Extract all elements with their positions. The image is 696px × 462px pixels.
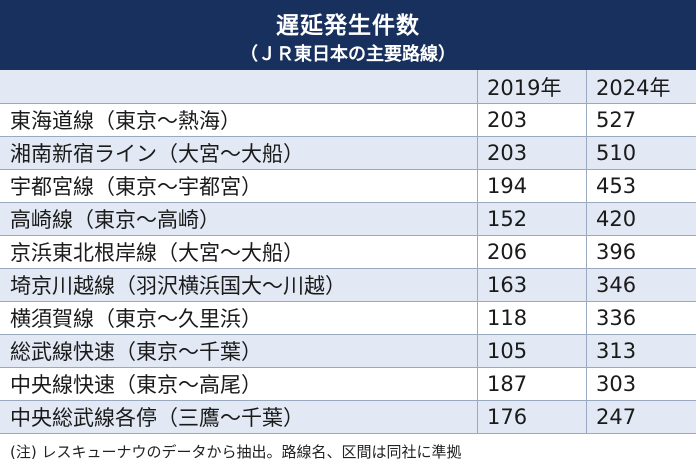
table-row: 中央総武線各停（三鷹～千葉） 176 247	[0, 401, 696, 434]
page-title: 遅延発生件数	[276, 13, 420, 39]
table-row: 横須賀線（東京～久里浜） 118 336	[0, 302, 696, 335]
table-row: 中央線快速（東京～高尾） 187 303	[0, 368, 696, 401]
value-2024: 346	[596, 273, 637, 297]
value-2024: 527	[596, 108, 637, 132]
line-name: 京浜東北根岸線（大宮～大船）	[10, 241, 304, 265]
table-row: 埼京川越線（羽沢横浜国大～川越） 163 346	[0, 269, 696, 302]
column-divider	[477, 70, 478, 434]
header-cell-name	[10, 70, 470, 103]
value-2024: 303	[596, 372, 637, 396]
delay-table: 2019年 2024年 東海道線（東京～熱海） 203 527 湘南新宿ライン（…	[0, 70, 696, 434]
value-2024: 396	[596, 240, 637, 264]
value-2019: 152	[487, 207, 528, 231]
value-2024: 420	[596, 207, 637, 231]
value-2019: 194	[487, 174, 528, 198]
table-row: 湘南新宿ライン（大宮～大船） 203 510	[0, 137, 696, 170]
value-2024: 247	[596, 405, 637, 429]
value-2019: 163	[487, 273, 528, 297]
value-2019: 176	[487, 405, 528, 429]
value-2019: 187	[487, 372, 528, 396]
page-subtitle: （ＪＲ東日本の主要路線）	[240, 44, 456, 65]
value-2019: 203	[487, 108, 528, 132]
table-row: 総武線快速（東京～千葉） 105 313	[0, 335, 696, 368]
table-row: 宇都宮線（東京～宇都宮） 194 453	[0, 170, 696, 203]
value-2019: 105	[487, 339, 528, 363]
header-cell-2024: 2024年	[596, 75, 671, 100]
line-name: 宇都宮線（東京～宇都宮）	[10, 175, 262, 199]
header-cell-2019: 2019年	[487, 75, 562, 100]
table-header-row: 2019年 2024年	[0, 70, 696, 104]
value-2024: 336	[596, 306, 637, 330]
column-divider	[586, 70, 587, 434]
line-name: 総武線快速（東京～千葉）	[10, 340, 262, 364]
line-name: 湘南新宿ライン（大宮～大船）	[10, 142, 304, 166]
line-name: 中央線快速（東京～高尾）	[10, 373, 262, 397]
table-row: 高崎線（東京～高崎） 152 420	[0, 203, 696, 236]
line-name: 東海道線（東京～熱海）	[10, 109, 241, 133]
table-row: 東海道線（東京～熱海） 203 527	[0, 104, 696, 137]
value-2019: 203	[487, 141, 528, 165]
line-name: 高崎線（東京～高崎）	[10, 208, 220, 232]
footnote: (注) レスキューナウのデータから抽出。路線名、区間は同社に準拠	[10, 443, 462, 461]
line-name: 横須賀線（東京～久里浜）	[10, 307, 262, 331]
value-2019: 118	[487, 306, 528, 330]
value-2024: 510	[596, 141, 637, 165]
line-name: 埼京川越線（羽沢横浜国大～川越）	[10, 274, 346, 298]
value-2024: 453	[596, 174, 637, 198]
table-row: 京浜東北根岸線（大宮～大船） 206 396	[0, 236, 696, 269]
header-banner: 遅延発生件数 （ＪＲ東日本の主要路線）	[0, 0, 696, 70]
value-2019: 206	[487, 240, 528, 264]
line-name: 中央総武線各停（三鷹～千葉）	[10, 406, 304, 430]
value-2024: 313	[596, 339, 637, 363]
